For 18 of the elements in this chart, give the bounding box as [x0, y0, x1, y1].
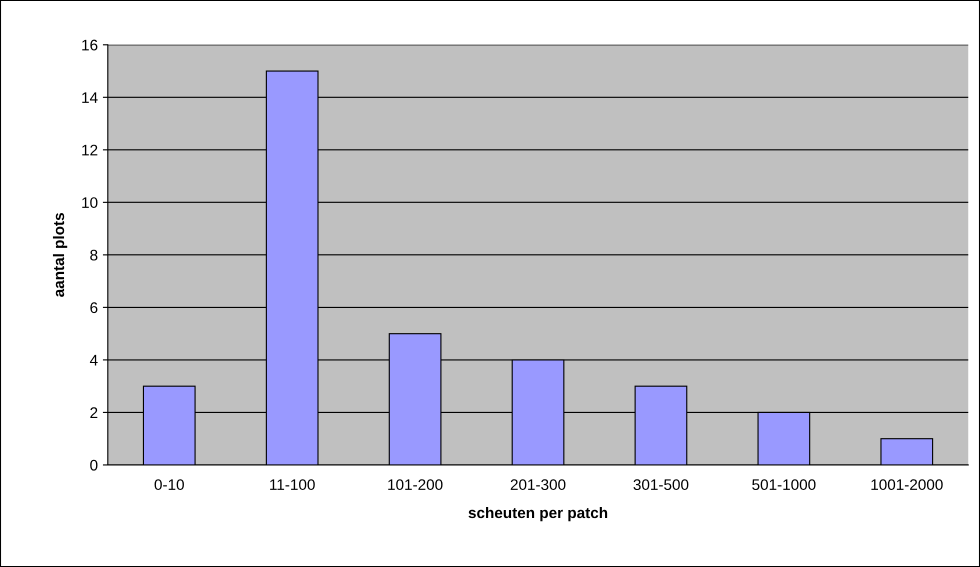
y-tick-label: 6 — [90, 302, 98, 314]
x-tick-label: 1001-2000 — [871, 479, 943, 490]
x-tick-label: 501-1000 — [752, 479, 816, 490]
x-tick-label: 11-100 — [270, 479, 315, 490]
x-tick-label: 0-10 — [154, 479, 184, 490]
x-tick-label: 101-200 — [388, 479, 443, 490]
y-tick-label: 0 — [90, 460, 98, 471]
x-tick-label: 201-300 — [510, 479, 566, 490]
y-tick-label: 10 — [82, 197, 98, 208]
y-tick-label: 12 — [82, 144, 98, 156]
y-tick-label: 4 — [90, 354, 98, 366]
x-tick-label: 301-500 — [633, 479, 688, 490]
x-axis-title: scheuten per patch — [468, 506, 608, 522]
y-tick-label: 8 — [90, 250, 98, 261]
y-tick-label: 16 — [82, 40, 98, 50]
y-tick-label: 14 — [82, 92, 98, 103]
y-axis-title: aantal plots — [52, 213, 68, 297]
y-tick-label: 2 — [90, 407, 98, 418]
